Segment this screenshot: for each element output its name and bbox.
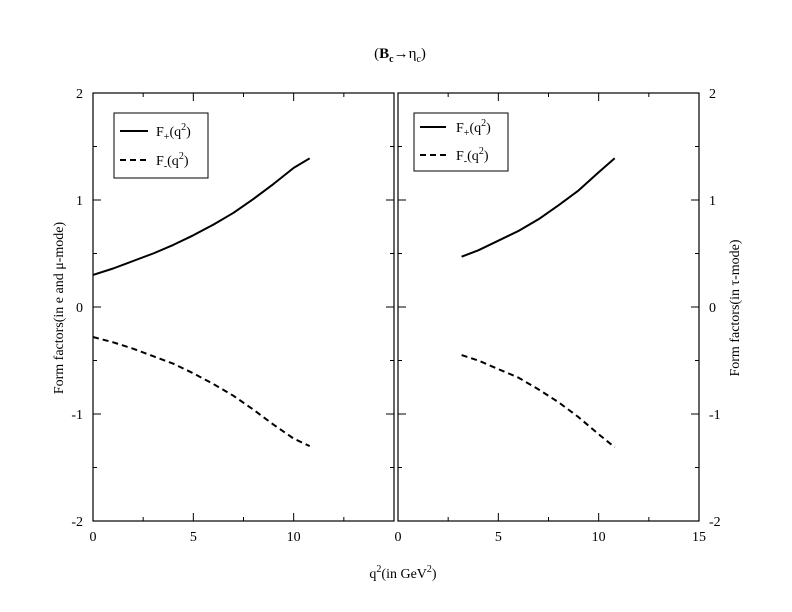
title-b: B bbox=[379, 46, 389, 62]
x-axis-label-sup: 2 bbox=[376, 564, 381, 575]
right-panel: 0 5 10 15-2 -1 0 1 2 Form factors(in τ-mode) F+… bbox=[395, 87, 744, 545]
title-b-sub: c bbox=[389, 54, 394, 65]
right-xtick-label-15: 15 bbox=[692, 530, 706, 545]
left-xtick-label-10: 10 bbox=[287, 530, 301, 545]
chart-title: (Bc→ηc) bbox=[374, 46, 426, 65]
title-eta-sub: c bbox=[416, 54, 421, 65]
left-ticks: 0 5 10 -2 -1 0 1 2 bbox=[71, 87, 395, 545]
title-post: ) bbox=[421, 46, 426, 62]
right-curves bbox=[461, 157, 616, 448]
left-legend-label-fplus: F+(q2) bbox=[156, 122, 191, 143]
left-ytick-label--2: -2 bbox=[71, 515, 83, 530]
left-legend-label-fminus: F-(q2) bbox=[156, 151, 189, 172]
x-axis-label-sup2: 2 bbox=[427, 564, 432, 575]
left-series-fplus bbox=[92, 157, 311, 276]
right-series-fplus bbox=[461, 157, 616, 258]
right-series-fminus bbox=[461, 354, 616, 448]
left-ytick-label-0: 0 bbox=[76, 301, 83, 316]
right-legend: F+(q2) F-(q2) bbox=[413, 112, 509, 172]
right-ytick-label-1: 1 bbox=[709, 194, 716, 209]
right-y-axis-label: Form factors(in τ-mode) bbox=[728, 239, 743, 376]
right-ytick-label--1: -1 bbox=[709, 408, 721, 423]
left-curves bbox=[92, 157, 311, 448]
x-axis-label-post: ) bbox=[432, 567, 437, 582]
x-axis-label-pre: q bbox=[369, 567, 376, 582]
right-ytick-label--2: -2 bbox=[709, 515, 721, 530]
right-xtick-label-5: 5 bbox=[495, 530, 502, 545]
right-xtick-label-10: 10 bbox=[592, 530, 606, 545]
left-xtick-label-0: 0 bbox=[90, 530, 97, 545]
left-xtick-label-5: 5 bbox=[190, 530, 197, 545]
left-series-fminus bbox=[92, 336, 311, 448]
right-legend-box bbox=[413, 112, 509, 172]
left-ytick-label-2: 2 bbox=[76, 87, 83, 102]
left-panel: 0 5 10 -2 -1 0 1 2 Form factors(in e and μ-mode… bbox=[52, 87, 395, 545]
right-ytick-label-0: 0 bbox=[709, 301, 716, 316]
left-legend-box bbox=[113, 112, 209, 179]
left-ytick-label-1: 1 bbox=[76, 194, 83, 209]
right-ticks: 0 5 10 15-2 -1 0 1 2 bbox=[395, 87, 721, 545]
right-legend-label-fplus: F+(q2) bbox=[456, 118, 491, 139]
title-pre: ( bbox=[374, 46, 379, 62]
right-ytick-label-2: 2 bbox=[709, 87, 716, 102]
x-axis-label: q2(in GeV2) bbox=[369, 564, 437, 582]
left-y-axis-label: Form factors(in e and μ-mode) bbox=[52, 221, 67, 394]
right-xtick-label-0: 0 bbox=[395, 530, 402, 545]
x-axis-label-mid: (in GeV bbox=[381, 567, 427, 582]
right-legend-label-fminus: F-(q2) bbox=[456, 146, 489, 167]
left-legend: F+(q2) F-(q2) bbox=[113, 112, 209, 179]
title-arrow: →η bbox=[394, 46, 417, 62]
left-ytick-label--1: -1 bbox=[71, 408, 83, 423]
